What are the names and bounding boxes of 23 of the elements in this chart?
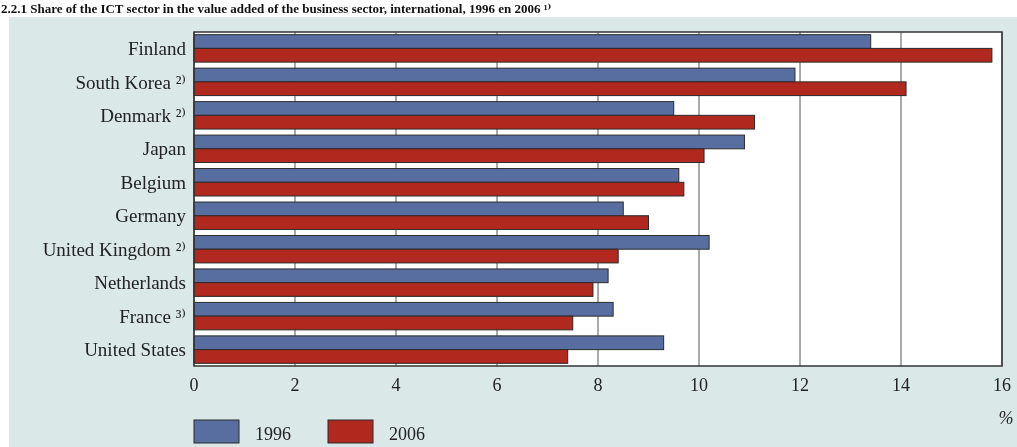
chart-title: 2.2.1 Share of the ICT sector in the value added of the business sector, international, 1996 en 2006 ¹⁾ — [1, 1, 552, 16]
x-tick-label: 4 — [391, 375, 401, 395]
legend-label: 1996 — [255, 424, 291, 444]
x-tick-label: 14 — [892, 375, 910, 395]
y-tick-label: South Korea ²⁾ — [75, 71, 186, 93]
x-tick-label: 0 — [189, 375, 199, 395]
y-tick-label: France ³⁾ — [119, 305, 186, 327]
x-axis-title: % — [998, 408, 1014, 428]
y-tick-label: Belgium — [120, 171, 187, 193]
x-tick-label: 10 — [690, 375, 708, 395]
x-tick-label: 2 — [290, 375, 300, 395]
y-tick-label: Germany — [115, 205, 187, 227]
y-tick-label: United States — [84, 339, 186, 361]
y-tick-label: United Kingdom ²⁾ — [42, 238, 186, 260]
legend-label: 2006 — [389, 424, 425, 444]
x-tick-label: 16 — [993, 375, 1011, 395]
x-tick-label: 8 — [593, 375, 603, 395]
y-tick-label: Japan — [142, 138, 187, 160]
y-tick-label: Finland — [127, 38, 187, 60]
y-tick-label: Netherlands — [94, 272, 186, 294]
x-tick-label: 6 — [492, 375, 502, 395]
x-tick-label: 12 — [791, 375, 809, 395]
y-tick-label: Denmark ²⁾ — [100, 104, 186, 126]
